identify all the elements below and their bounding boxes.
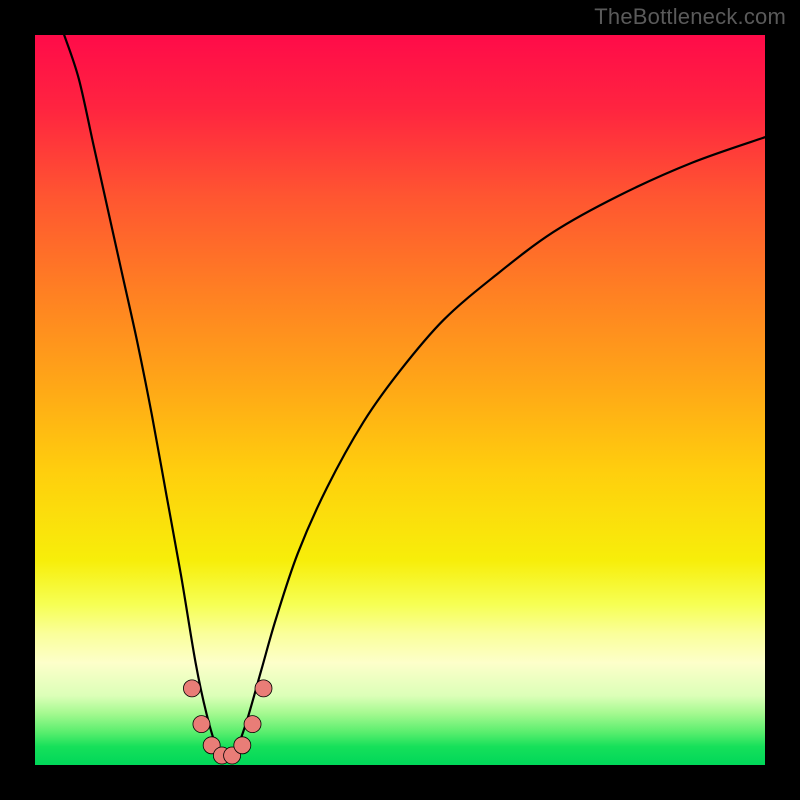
chart-frame: TheBottleneck.com [0,0,800,800]
curve-marker [193,716,210,733]
curve-marker [244,716,261,733]
curve-marker [183,680,200,697]
watermark-text: TheBottleneck.com [594,4,786,30]
plot-svg [0,0,800,800]
plot-svg-wrap [0,0,800,800]
curve-marker [255,680,272,697]
plot-background [35,35,765,765]
curve-marker [234,737,251,754]
